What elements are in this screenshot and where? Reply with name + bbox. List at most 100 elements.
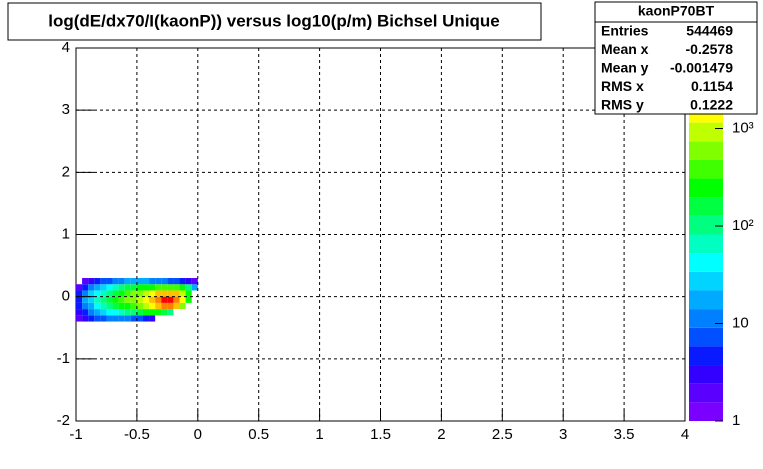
heat-cell <box>94 290 101 297</box>
heat-cell <box>179 284 186 291</box>
stats-label: Mean y <box>601 60 649 76</box>
heat-cell <box>124 309 131 316</box>
heat-cell <box>173 278 180 285</box>
heat-cell <box>161 302 168 310</box>
heat-cell <box>130 296 137 303</box>
z-tick-label: 1 <box>732 412 740 429</box>
heat-cell <box>149 302 156 310</box>
chart-title: log(dE/dx70/I(kaonP)) versus log10(p/m) … <box>48 11 500 30</box>
heat-cell <box>142 315 150 322</box>
stats-value: 544469 <box>686 23 733 39</box>
heat-cell <box>88 278 95 285</box>
heat-cell <box>161 284 168 291</box>
heat-cell <box>173 296 180 303</box>
heat-cell <box>124 302 131 310</box>
heat-cell <box>112 309 119 316</box>
heat-cell <box>112 296 119 303</box>
x-tick-label: 1 <box>315 426 323 443</box>
heat-cell <box>76 290 83 297</box>
y-tick-label: 4 <box>62 39 70 56</box>
heat-cell <box>124 278 131 285</box>
heat-cell <box>136 290 143 297</box>
heat-cell <box>112 315 119 322</box>
heat-cell <box>124 296 131 303</box>
heat-cell <box>161 290 168 297</box>
heat-cell <box>167 290 174 297</box>
heat-cell <box>155 309 162 316</box>
heat-cell <box>155 284 162 291</box>
heat-cell <box>118 278 125 285</box>
heat-cell <box>106 309 113 316</box>
heat-cell <box>94 309 101 316</box>
heat-cell <box>88 309 95 316</box>
x-tick-label: -1 <box>69 426 82 443</box>
heat-cell <box>88 302 95 310</box>
heat-cell <box>100 278 107 285</box>
heat-cell <box>82 278 89 285</box>
heat-cell <box>191 284 198 291</box>
y-tick-label: 2 <box>62 163 70 180</box>
heat-cell <box>136 278 143 285</box>
heat-cell <box>118 290 125 297</box>
heat-cell <box>112 284 119 291</box>
stats-value: 0.1222 <box>690 97 733 113</box>
heat-cell <box>130 302 137 310</box>
stats-box <box>594 1 758 115</box>
y-tick-label: -2 <box>57 412 70 429</box>
heat-cell <box>136 309 143 316</box>
stats-label: RMS x <box>601 78 644 94</box>
heat-cell <box>100 284 107 291</box>
heat-cell <box>106 296 113 303</box>
x-tick-label: 3.5 <box>614 426 635 443</box>
heat-cell <box>106 284 113 291</box>
palette-box <box>689 122 723 142</box>
heat-cell <box>167 309 174 316</box>
palette-box <box>689 197 723 216</box>
heat-cell <box>106 315 113 322</box>
heat-cell <box>185 278 192 285</box>
heat-cell <box>130 278 137 285</box>
heat-cell <box>173 284 180 291</box>
heat-cell <box>130 315 137 322</box>
heat-cell <box>185 290 192 297</box>
heat-cell <box>118 315 125 322</box>
heat-cell <box>82 315 89 322</box>
heat-cell <box>149 296 156 303</box>
heat-cell <box>82 290 89 297</box>
heat-cell <box>142 290 150 297</box>
heat-cell <box>124 315 131 322</box>
heat-cell <box>82 302 89 310</box>
heat-cell <box>167 284 174 291</box>
heat-cell <box>161 309 168 316</box>
heat-cell <box>155 302 162 310</box>
heat-cell <box>167 278 174 285</box>
heat-cell <box>88 315 95 322</box>
heat-cell <box>88 296 95 303</box>
y-tick-label: 0 <box>62 288 70 305</box>
stats-label: Mean x <box>601 41 649 57</box>
y-tick-label: 1 <box>62 225 70 242</box>
heat-cell <box>185 296 192 303</box>
y-tick-label: 3 <box>62 101 70 118</box>
heat-cell <box>112 290 119 297</box>
heat-cell <box>112 278 119 285</box>
heat-cell <box>142 278 150 285</box>
heat-cell <box>142 302 150 310</box>
palette-box <box>689 178 723 198</box>
heat-cell <box>136 302 143 310</box>
stats-value: -0.001479 <box>670 60 733 76</box>
heat-cell <box>167 302 174 310</box>
stats-value: -0.2578 <box>686 41 734 57</box>
heat-cell <box>118 302 125 310</box>
heat-cell <box>130 290 137 297</box>
heat-cell <box>161 296 168 303</box>
palette-box <box>689 346 723 366</box>
heat-cell <box>142 296 150 303</box>
heat-cell <box>100 296 107 303</box>
heat-cell <box>136 284 143 291</box>
x-tick-label: 3 <box>559 426 567 443</box>
y-tick-label: -1 <box>57 350 70 367</box>
palette-box <box>689 234 723 254</box>
z-tick-label: 10 <box>732 314 749 331</box>
